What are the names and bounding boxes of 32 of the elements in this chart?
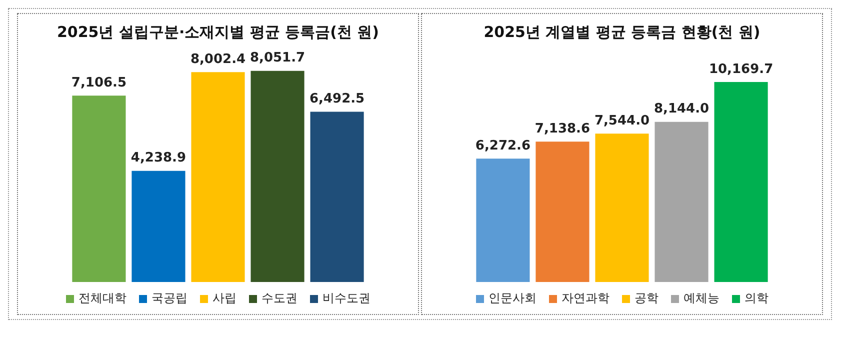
bar [536,142,590,282]
data-label: 4,238.9 [130,150,186,166]
legend-label: 사립 [212,290,236,307]
legend-label: 예체능 [684,290,720,307]
legend-label: 자연과학 [562,290,610,307]
data-label: 6,272.6 [475,138,531,154]
data-label: 6,492.5 [309,92,365,107]
legend-label: 의학 [744,290,768,307]
chart-title: 2025년 설립구분·소재지별 평균 등록금(천 원) [56,22,380,41]
bar [714,82,768,282]
legend-label: 비수도권 [322,290,370,307]
data-label: 7,106.5 [71,76,127,91]
bar [72,96,126,282]
data-label: 7,138.6 [534,121,590,136]
legend-label: 공학 [634,290,658,307]
bar [310,112,364,282]
legend-label: 수도권 [262,290,298,307]
data-label: 8,002.4 [190,52,246,68]
bar [250,70,304,282]
bar [654,122,708,282]
bar [191,72,245,282]
bar [476,158,530,282]
chart-title: 2025년 계열별 평균 등록금 현황(천 원) [484,22,760,41]
data-label: 10,169.7 [708,62,774,77]
bar [132,170,186,282]
data-label: 7,544.0 [594,114,650,129]
bar [595,134,649,282]
legend-label: 전체대학 [78,290,126,307]
data-label: 8,051.7 [250,50,306,66]
legend-label: 국공립 [152,290,188,307]
data-label: 8,144.0 [654,102,710,117]
legend-label: 인문사회 [488,290,536,307]
